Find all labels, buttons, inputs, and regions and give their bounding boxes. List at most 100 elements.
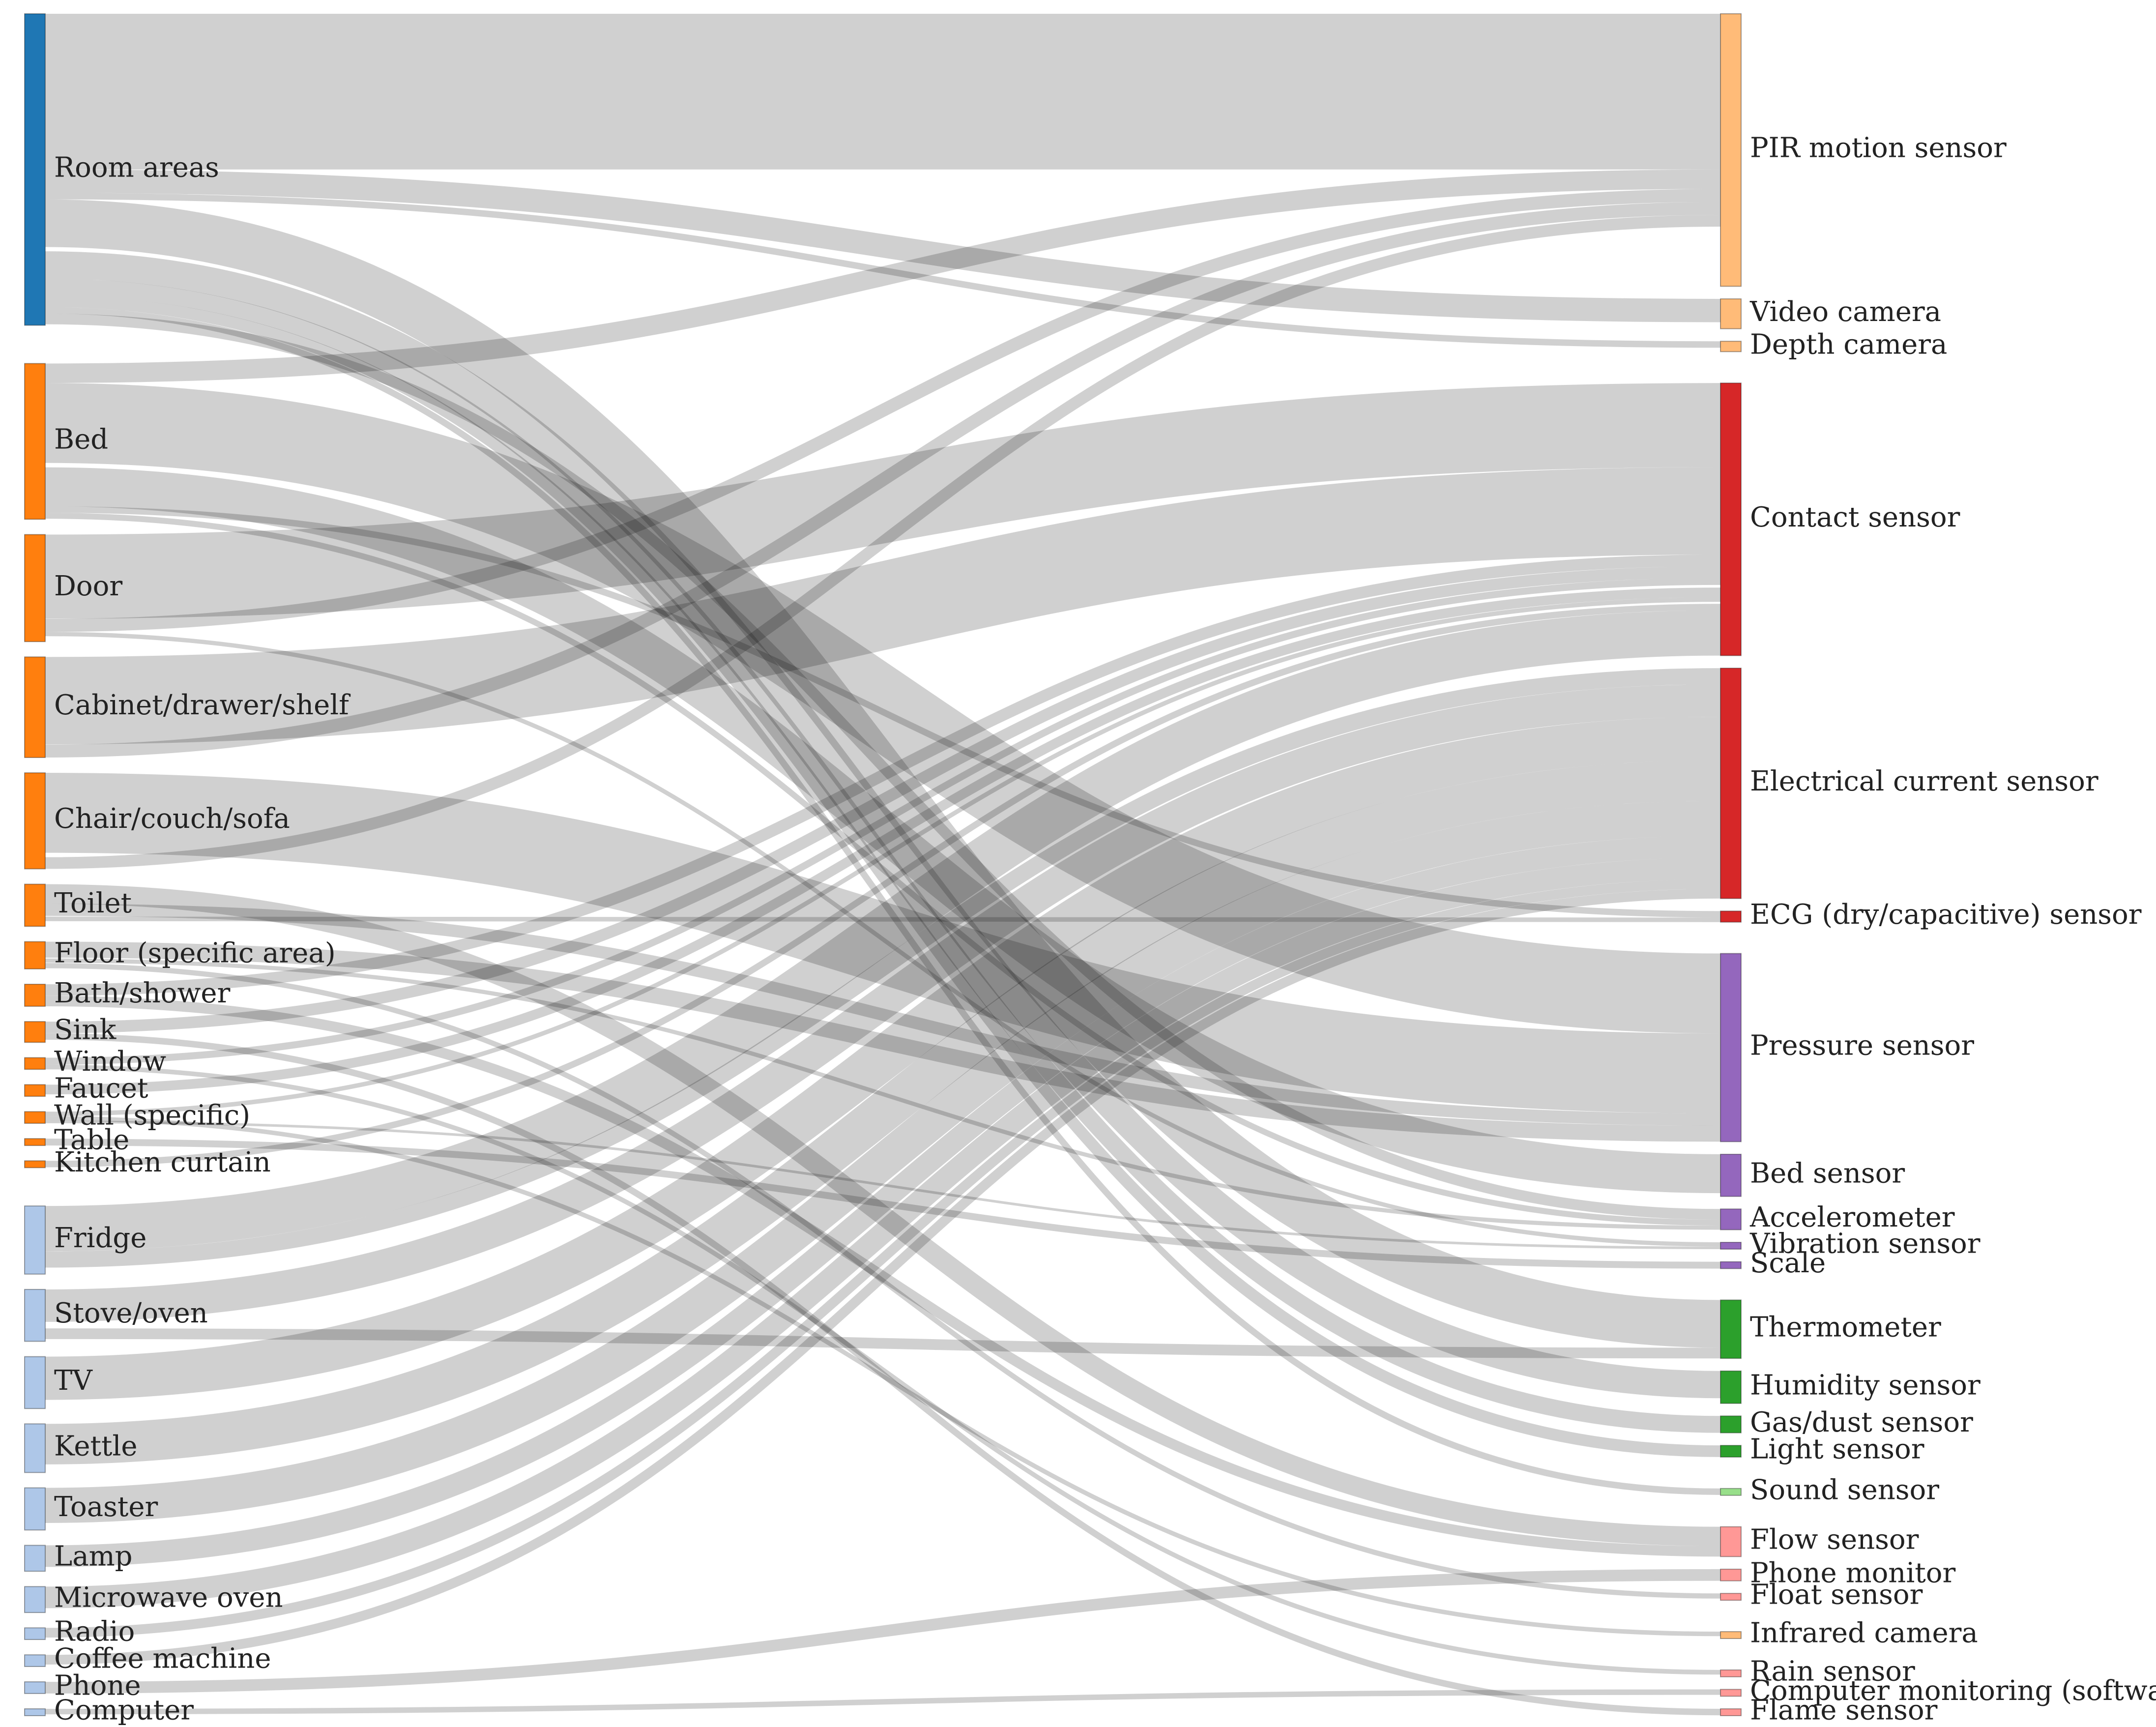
sankey-node-rain [1720, 1669, 1742, 1677]
sankey-link-window-to-contact [45, 578, 1721, 1065]
sankey-node-cabinet [24, 656, 46, 758]
sankey-nodes [24, 13, 1742, 1716]
sankey-label-bed-sensor: Bed sensor [1750, 1157, 1905, 1189]
sankey-label-flame: Flame sensor [1750, 1695, 1938, 1727]
sankey-node-phone [24, 1681, 46, 1694]
sankey-node-kitchen-curtain [24, 1160, 46, 1169]
sankey-labels: Room areas Bed Door Cabinet/drawer/shelf Cha… [54, 132, 2156, 1727]
sankey-label-kitchen-curtain: Kitchen curtain [54, 1146, 271, 1178]
sankey-link-wall-to-contact [45, 597, 1721, 1116]
sankey-link-room-areas-to-accelerometer [45, 313, 1721, 1220]
sankey-node-room-areas [24, 13, 46, 326]
sankey-node-sink [24, 1021, 46, 1043]
sankey-node-stove [24, 1288, 46, 1342]
sankey-node-toilet [24, 883, 46, 927]
sankey-node-depth [1720, 341, 1742, 352]
sankey-node-wall [24, 1111, 46, 1124]
sankey-node-kettle [24, 1423, 46, 1473]
sankey-label-toilet: Toilet [54, 887, 132, 919]
sankey-label-toaster: Toaster [54, 1491, 158, 1523]
sankey-link-room-areas-to-video [45, 169, 1721, 322]
sankey-node-pressure [1720, 953, 1742, 1142]
sankey-label-lamp: Lamp [54, 1540, 133, 1572]
sankey-label-chair: Chair/couch/sofa [54, 803, 290, 835]
sankey-node-electrical [1720, 668, 1742, 899]
sankey-label-accelerometer: Accelerometer [1749, 1201, 1955, 1233]
sankey-label-depth: Depth camera [1750, 328, 1947, 360]
sankey-link-bed-to-pir [45, 169, 1721, 383]
sankey-link-computer-to-computer-monitoring [45, 1689, 1721, 1715]
sankey-node-thermometer [1720, 1299, 1742, 1359]
sankey-node-computer-monitoring [1720, 1689, 1742, 1697]
sankey-label-video: Video camera [1749, 296, 1941, 328]
sankey-label-rain: Rain sensor [1750, 1655, 1915, 1687]
sankey-link-microwave-to-electrical [45, 857, 1721, 1609]
sankey-label-vibration: Vibration sensor [1749, 1228, 1981, 1260]
sankey-link-faucet-to-contact [45, 587, 1721, 1095]
sankey-label-sound: Sound sensor [1750, 1474, 1939, 1506]
sankey-node-scale [1720, 1261, 1742, 1269]
sankey-node-humidity [1720, 1370, 1742, 1404]
sankey-node-bed [24, 363, 46, 520]
sankey-node-vibration [1720, 1242, 1742, 1250]
sankey-link-door-to-pir [45, 189, 1721, 632]
sankey-label-phone-monitor: Phone monitor [1750, 1557, 1955, 1589]
sankey-link-cabinet-to-pir [45, 202, 1721, 758]
sankey-label-bed: Bed [54, 423, 108, 455]
sankey-link-radio-to-electrical [45, 879, 1721, 1638]
sankey-node-flame [1720, 1708, 1742, 1716]
sankey-node-toaster [24, 1487, 46, 1531]
sankey-node-chair [24, 772, 46, 870]
sankey-label-contact: Contact sensor [1750, 501, 1960, 533]
sankey-label-stove: Stove/oven [54, 1297, 208, 1329]
sankey-node-microwave [24, 1586, 46, 1613]
sankey-label-computer-monitoring: Computer monitoring (software) [1750, 1675, 2156, 1707]
sankey-label-faucet: Faucet [54, 1073, 148, 1105]
sankey-link-window-to-rain [45, 1064, 1721, 1675]
sankey-link-cabinet-to-contact [45, 467, 1721, 745]
sankey-label-sink: Sink [54, 1014, 117, 1046]
sankey-link-tv-to-electrical [45, 717, 1721, 1400]
sankey-label-pir: PIR motion sensor [1750, 132, 2007, 164]
sankey-label-room-areas: Room areas [54, 151, 219, 183]
sankey-link-lamp-to-electrical [45, 836, 1721, 1567]
sankey-label-ecg: ECG (dry/capacitive) sensor [1750, 899, 2142, 931]
sankey-link-kitchen-curtain-to-contact [45, 604, 1721, 1168]
sankey-node-fridge [24, 1205, 46, 1275]
sankey-node-accelerometer [1720, 1208, 1742, 1230]
sankey-link-door-to-contact [45, 383, 1721, 619]
sankey-label-phone: Phone [54, 1669, 141, 1701]
sankey-label-computer: Computer [54, 1695, 194, 1727]
sankey-node-radio [24, 1627, 46, 1640]
sankey-link-sink-to-contact [45, 566, 1721, 1033]
sankey-node-computer [24, 1708, 46, 1716]
sankey-link-coffee-to-electrical [45, 888, 1721, 1665]
sankey-link-fridge-to-electrical [45, 668, 1721, 1268]
sankey-node-coffee [24, 1654, 46, 1667]
sankey-node-phone-monitor [1720, 1568, 1742, 1581]
sankey-label-electrical: Electrical current sensor [1750, 765, 2098, 797]
sankey-label-coffee: Coffee machine [54, 1643, 271, 1675]
sankey-label-pressure: Pressure sensor [1750, 1029, 1974, 1061]
sankey-label-microwave: Microwave oven [54, 1581, 283, 1613]
sankey-node-window [24, 1057, 46, 1070]
sankey-link-bed-to-pressure [45, 383, 1721, 1034]
sankey-node-ecg [1720, 910, 1742, 923]
sankey-label-gas: Gas/dust sensor [1750, 1406, 1973, 1438]
sankey-node-sound [1720, 1488, 1742, 1496]
sankey-label-thermometer: Thermometer [1750, 1311, 1941, 1343]
sankey-link-chair-to-pir [45, 215, 1721, 869]
sankey-link-room-areas-to-sound [45, 307, 1721, 1495]
sankey-node-contact [1720, 382, 1742, 656]
sankey-label-cabinet: Cabinet/drawer/shelf [54, 689, 351, 721]
sankey-node-infrared [1720, 1631, 1742, 1639]
sankey-node-floor [24, 941, 46, 969]
sankey-node-pir [1720, 13, 1742, 287]
sankey-label-floor: Floor (specific area) [54, 937, 336, 969]
sankey-node-lamp [24, 1545, 46, 1572]
sankey-label-infrared: Infrared camera [1750, 1617, 1978, 1649]
sankey-label-bath: Bath/shower [54, 977, 231, 1009]
sankey-node-video [1720, 298, 1742, 329]
sankey-label-light: Light sensor [1750, 1434, 1924, 1465]
